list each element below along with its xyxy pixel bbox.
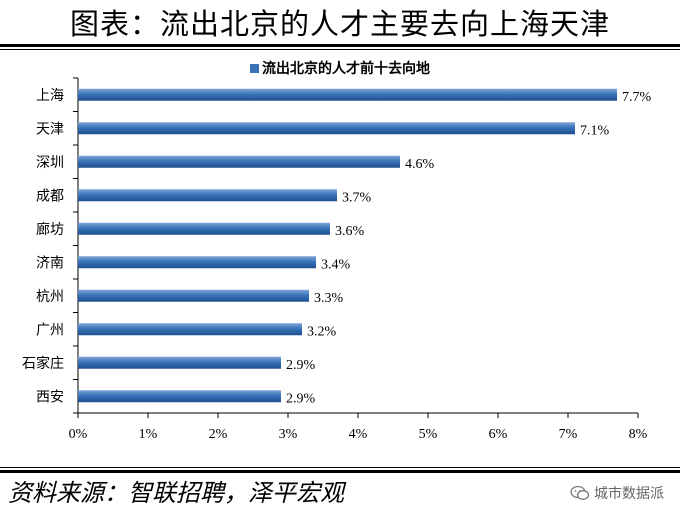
bar [78, 88, 617, 101]
x-tick-label: 2% [209, 427, 228, 442]
watermark: 城市数据派 [570, 483, 664, 503]
data-label: 3.4% [321, 257, 351, 272]
legend-label: 流出北京的人才前十去向地 [262, 61, 430, 77]
x-tick-label: 1% [139, 427, 158, 442]
bar [78, 155, 400, 168]
category-label: 石家庄 [22, 355, 64, 372]
data-label: 2.9% [286, 358, 316, 373]
data-label: 7.7% [622, 90, 652, 105]
category-label: 西安 [36, 389, 64, 405]
bar [78, 189, 337, 202]
data-label: 2.9% [286, 391, 316, 406]
top-rule-thin [0, 49, 680, 50]
wechat-icon [570, 485, 590, 500]
category-label: 天津 [36, 121, 64, 137]
data-label: 3.6% [335, 224, 365, 239]
category-label: 廊坊 [36, 221, 64, 238]
data-label: 7.1% [580, 123, 610, 138]
watermark-text: 城市数据派 [594, 486, 664, 502]
x-tick-label: 0% [69, 427, 88, 442]
x-tick-label: 4% [349, 427, 368, 442]
source-note: 资料来源：智联招聘，泽平宏观 [8, 479, 344, 507]
data-label: 4.6% [405, 157, 435, 172]
category-label: 济南 [36, 255, 64, 271]
x-tick-label: 8% [629, 427, 648, 442]
bar [78, 323, 302, 336]
data-label: 3.3% [314, 291, 344, 306]
legend-swatch [250, 63, 259, 73]
bottom-rule-thin [0, 467, 680, 468]
bar [78, 122, 575, 135]
page-title: 图表：流出北京的人才主要去向上海天津 [69, 7, 610, 41]
bar [78, 289, 309, 302]
category-label: 杭州 [36, 289, 64, 305]
bottom-rule [0, 470, 680, 473]
category-label: 上海 [36, 88, 64, 104]
bar [78, 356, 281, 369]
bar-chart: 0% 1% 2% 3% 4% 5% 6% 7% 8% 上海 7.7% 天津 7.1% 深圳 4.6% 成都 3.… [22, 77, 652, 442]
bar [78, 222, 330, 235]
data-label: 3.7% [342, 190, 372, 205]
top-rule [0, 44, 680, 47]
x-tick-label: 7% [559, 427, 578, 442]
chart-legend: 流出北京的人才前十去向地 [0, 58, 680, 78]
category-label: 成都 [36, 188, 64, 204]
x-tick-label: 6% [489, 427, 508, 442]
bar [78, 256, 316, 269]
category-label: 广州 [36, 322, 64, 338]
x-tick-label: 5% [419, 427, 438, 442]
x-tick-label: 3% [279, 427, 298, 442]
data-label: 3.2% [307, 324, 337, 339]
bar [78, 390, 281, 403]
category-label: 深圳 [36, 155, 64, 171]
